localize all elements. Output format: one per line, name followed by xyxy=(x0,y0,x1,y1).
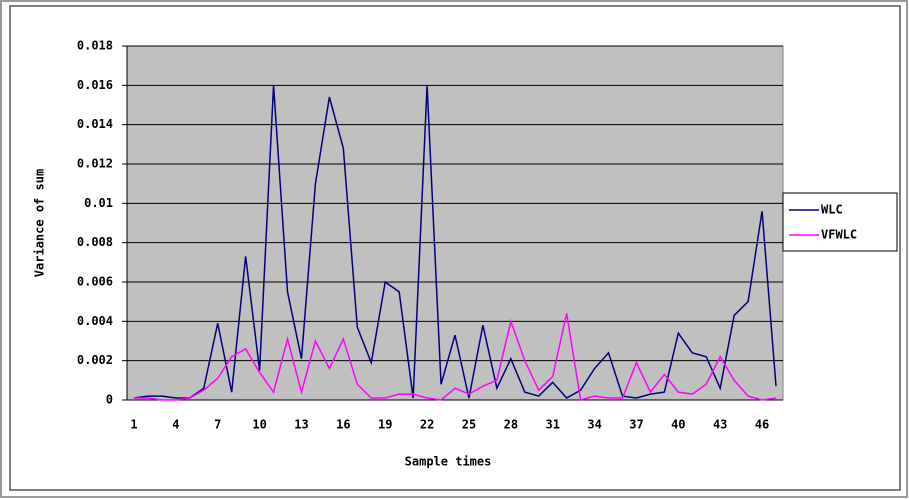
x-tick-label: 28 xyxy=(504,418,518,432)
y-tick-label: 0 xyxy=(106,393,113,407)
x-tick-label: 7 xyxy=(214,418,221,432)
legend-label: WLC xyxy=(821,203,843,217)
x-tick-label: 46 xyxy=(755,418,769,432)
y-tick-label: 0.01 xyxy=(84,196,113,210)
plot-area xyxy=(126,45,784,401)
x-axis-label: Sample times xyxy=(405,455,492,469)
x-tick-label: 19 xyxy=(378,418,392,432)
x-tick-label: 37 xyxy=(629,418,643,432)
x-tick-label: 4 xyxy=(172,418,179,432)
y-tick-label: 0.012 xyxy=(77,157,113,171)
x-tick-label: 13 xyxy=(294,418,308,432)
y-tick-label: 0.016 xyxy=(77,78,113,92)
y-tick-label: 0.018 xyxy=(77,39,113,53)
y-tick-label: 0.008 xyxy=(77,235,113,249)
x-tick-label: 22 xyxy=(420,418,434,432)
y-tick-label: 0.002 xyxy=(77,353,113,367)
x-tick-label: 31 xyxy=(545,418,559,432)
x-tick-label: 40 xyxy=(671,418,685,432)
x-tick-label: 1 xyxy=(130,418,137,432)
series-line xyxy=(133,85,777,399)
x-tick-label: 25 xyxy=(462,418,476,432)
legend-box xyxy=(782,192,898,252)
legend-label: VFWLC xyxy=(821,228,857,242)
x-tick-label: 10 xyxy=(252,418,266,432)
y-tick-label: 0.004 xyxy=(77,314,113,328)
y-tick-label: 0.006 xyxy=(77,275,113,289)
y-tick-label: 0.014 xyxy=(77,117,113,131)
x-tick-label: 43 xyxy=(713,418,727,432)
series-line xyxy=(133,313,777,401)
x-tick-label: 16 xyxy=(336,418,350,432)
y-axis-label: Variance of sum xyxy=(33,169,47,277)
x-tick-label: 34 xyxy=(587,418,601,432)
